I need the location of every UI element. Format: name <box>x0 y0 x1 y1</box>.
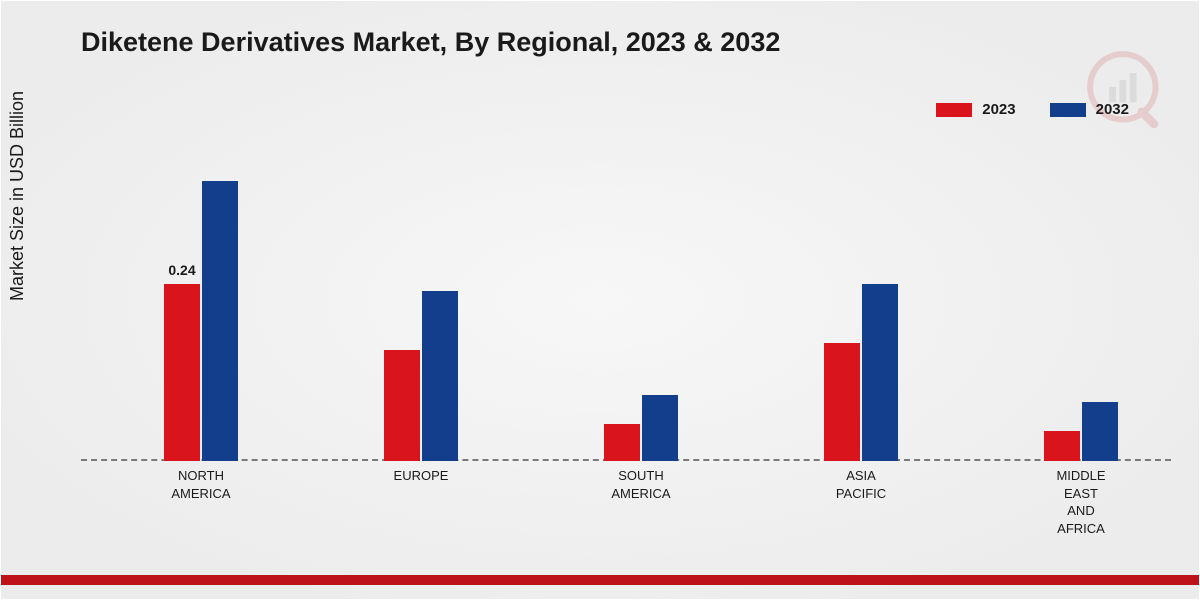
legend-swatch <box>936 103 972 117</box>
category-label: NORTHAMERICA <box>131 467 271 502</box>
chart-title: Diketene Derivatives Market, By Regional… <box>81 27 780 58</box>
watermark-logo-icon <box>1085 49 1171 135</box>
bar-group <box>164 181 238 461</box>
bar <box>604 424 640 461</box>
legend-swatch <box>1050 103 1086 117</box>
chart-canvas: Diketene Derivatives Market, By Regional… <box>0 0 1200 600</box>
plot-area: 0.24 <box>81 151 1171 461</box>
category-label: MIDDLEEASTANDAFRICA <box>1011 467 1151 537</box>
bar <box>642 395 678 461</box>
y-axis-label: Market Size in USD Billion <box>7 91 28 301</box>
bar <box>384 350 420 461</box>
category-label: ASIAPACIFIC <box>791 467 931 502</box>
category-labels: NORTHAMERICA EUROPE SOUTHAMERICA ASIAPACIFI… <box>81 467 1171 557</box>
footer-bar <box>1 575 1199 585</box>
bar <box>1044 431 1080 461</box>
bar <box>164 284 200 461</box>
bar <box>422 291 458 461</box>
legend-item: 2032 <box>1050 101 1129 118</box>
legend: 2023 2032 <box>936 101 1129 118</box>
legend-label: 2032 <box>1096 101 1129 118</box>
category-label: EUROPE <box>351 467 491 485</box>
bar-group <box>604 395 678 461</box>
bar <box>824 343 860 461</box>
bar <box>862 284 898 461</box>
legend-item: 2023 <box>936 101 1015 118</box>
bar-group <box>384 291 458 461</box>
bar-group <box>824 284 898 461</box>
bar <box>202 181 238 461</box>
legend-label: 2023 <box>982 101 1015 118</box>
bar <box>1082 402 1118 461</box>
bar-group <box>1044 402 1118 461</box>
category-label: SOUTHAMERICA <box>571 467 711 502</box>
